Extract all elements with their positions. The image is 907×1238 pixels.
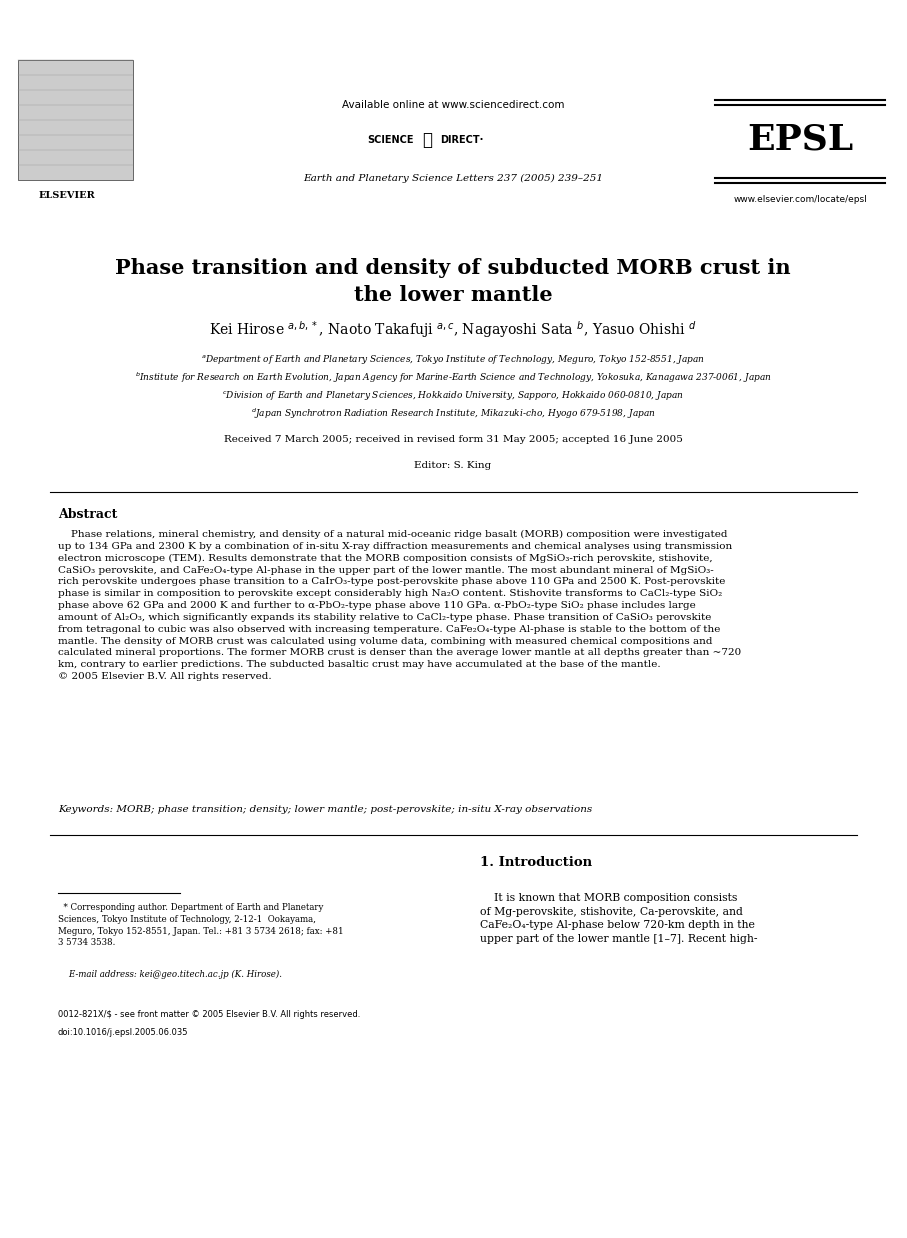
Text: EPSL: EPSL [747,123,853,157]
Text: * Corresponding author. Department of Earth and Planetary
Sciences, Tokyo Instit: * Corresponding author. Department of Ea… [58,903,344,947]
Text: www.elsevier.com/locate/epsl: www.elsevier.com/locate/epsl [733,196,867,204]
Text: ⓓ: ⓓ [422,131,432,149]
Text: Earth and Planetary Science Letters 237 (2005) 239–251: Earth and Planetary Science Letters 237 … [303,173,603,182]
Text: SCIENCE: SCIENCE [366,135,414,145]
Text: Received 7 March 2005; received in revised form 31 May 2005; accepted 16 June 20: Received 7 March 2005; received in revis… [223,436,682,444]
Text: doi:10.1016/j.epsl.2005.06.035: doi:10.1016/j.epsl.2005.06.035 [58,1028,189,1037]
Text: $^{d}$Japan Synchrotron Radiation Research Institute, Mikazuki-cho, Hyogo 679-51: $^{d}$Japan Synchrotron Radiation Resear… [250,407,656,421]
Text: 0012-821X/$ - see front matter © 2005 Elsevier B.V. All rights reserved.: 0012-821X/$ - see front matter © 2005 El… [58,1010,360,1019]
Text: $^{c}$Division of Earth and Planetary Sciences, Hokkaido University, Sapporo, Ho: $^{c}$Division of Earth and Planetary Sc… [222,390,684,402]
Text: the lower mantle: the lower mantle [354,285,552,305]
Text: It is known that MORB composition consists
of Mg-perovskite, stishovite, Ca-pero: It is known that MORB composition consis… [480,893,757,943]
Text: Kei Hirose $^{a,b,*}$, Naoto Takafuji $^{a,c}$, Nagayoshi Sata $^{b}$, Yasuo Ohi: Kei Hirose $^{a,b,*}$, Naoto Takafuji $^… [210,319,697,340]
Text: Editor: S. King: Editor: S. King [414,461,492,469]
Text: $^{b}$Institute for Research on Earth Evolution, Japan Agency for Marine-Earth S: $^{b}$Institute for Research on Earth Ev… [134,371,771,385]
Text: Phase relations, mineral chemistry, and density of a natural mid-oceanic ridge b: Phase relations, mineral chemistry, and … [58,530,741,681]
Text: Available online at www.sciencedirect.com: Available online at www.sciencedirect.co… [342,100,564,110]
Text: Abstract: Abstract [58,509,117,521]
Text: ELSEVIER: ELSEVIER [39,191,95,199]
Bar [18,59,133,180]
Text: Keywords: MORB; phase transition; density; lower mantle; post-perovskite; in-sit: Keywords: MORB; phase transition; densit… [58,806,592,815]
Text: E-mail address: kei@geo.titech.ac.jp (K. Hirose).: E-mail address: kei@geo.titech.ac.jp (K.… [58,971,282,979]
Text: $^{a}$Department of Earth and Planetary Sciences, Tokyo Institute of Technology,: $^{a}$Department of Earth and Planetary … [201,354,705,366]
Text: Phase transition and density of subducted MORB crust in: Phase transition and density of subducte… [115,258,791,279]
Text: 1. Introduction: 1. Introduction [480,855,592,869]
Text: DIRECT·: DIRECT· [440,135,483,145]
